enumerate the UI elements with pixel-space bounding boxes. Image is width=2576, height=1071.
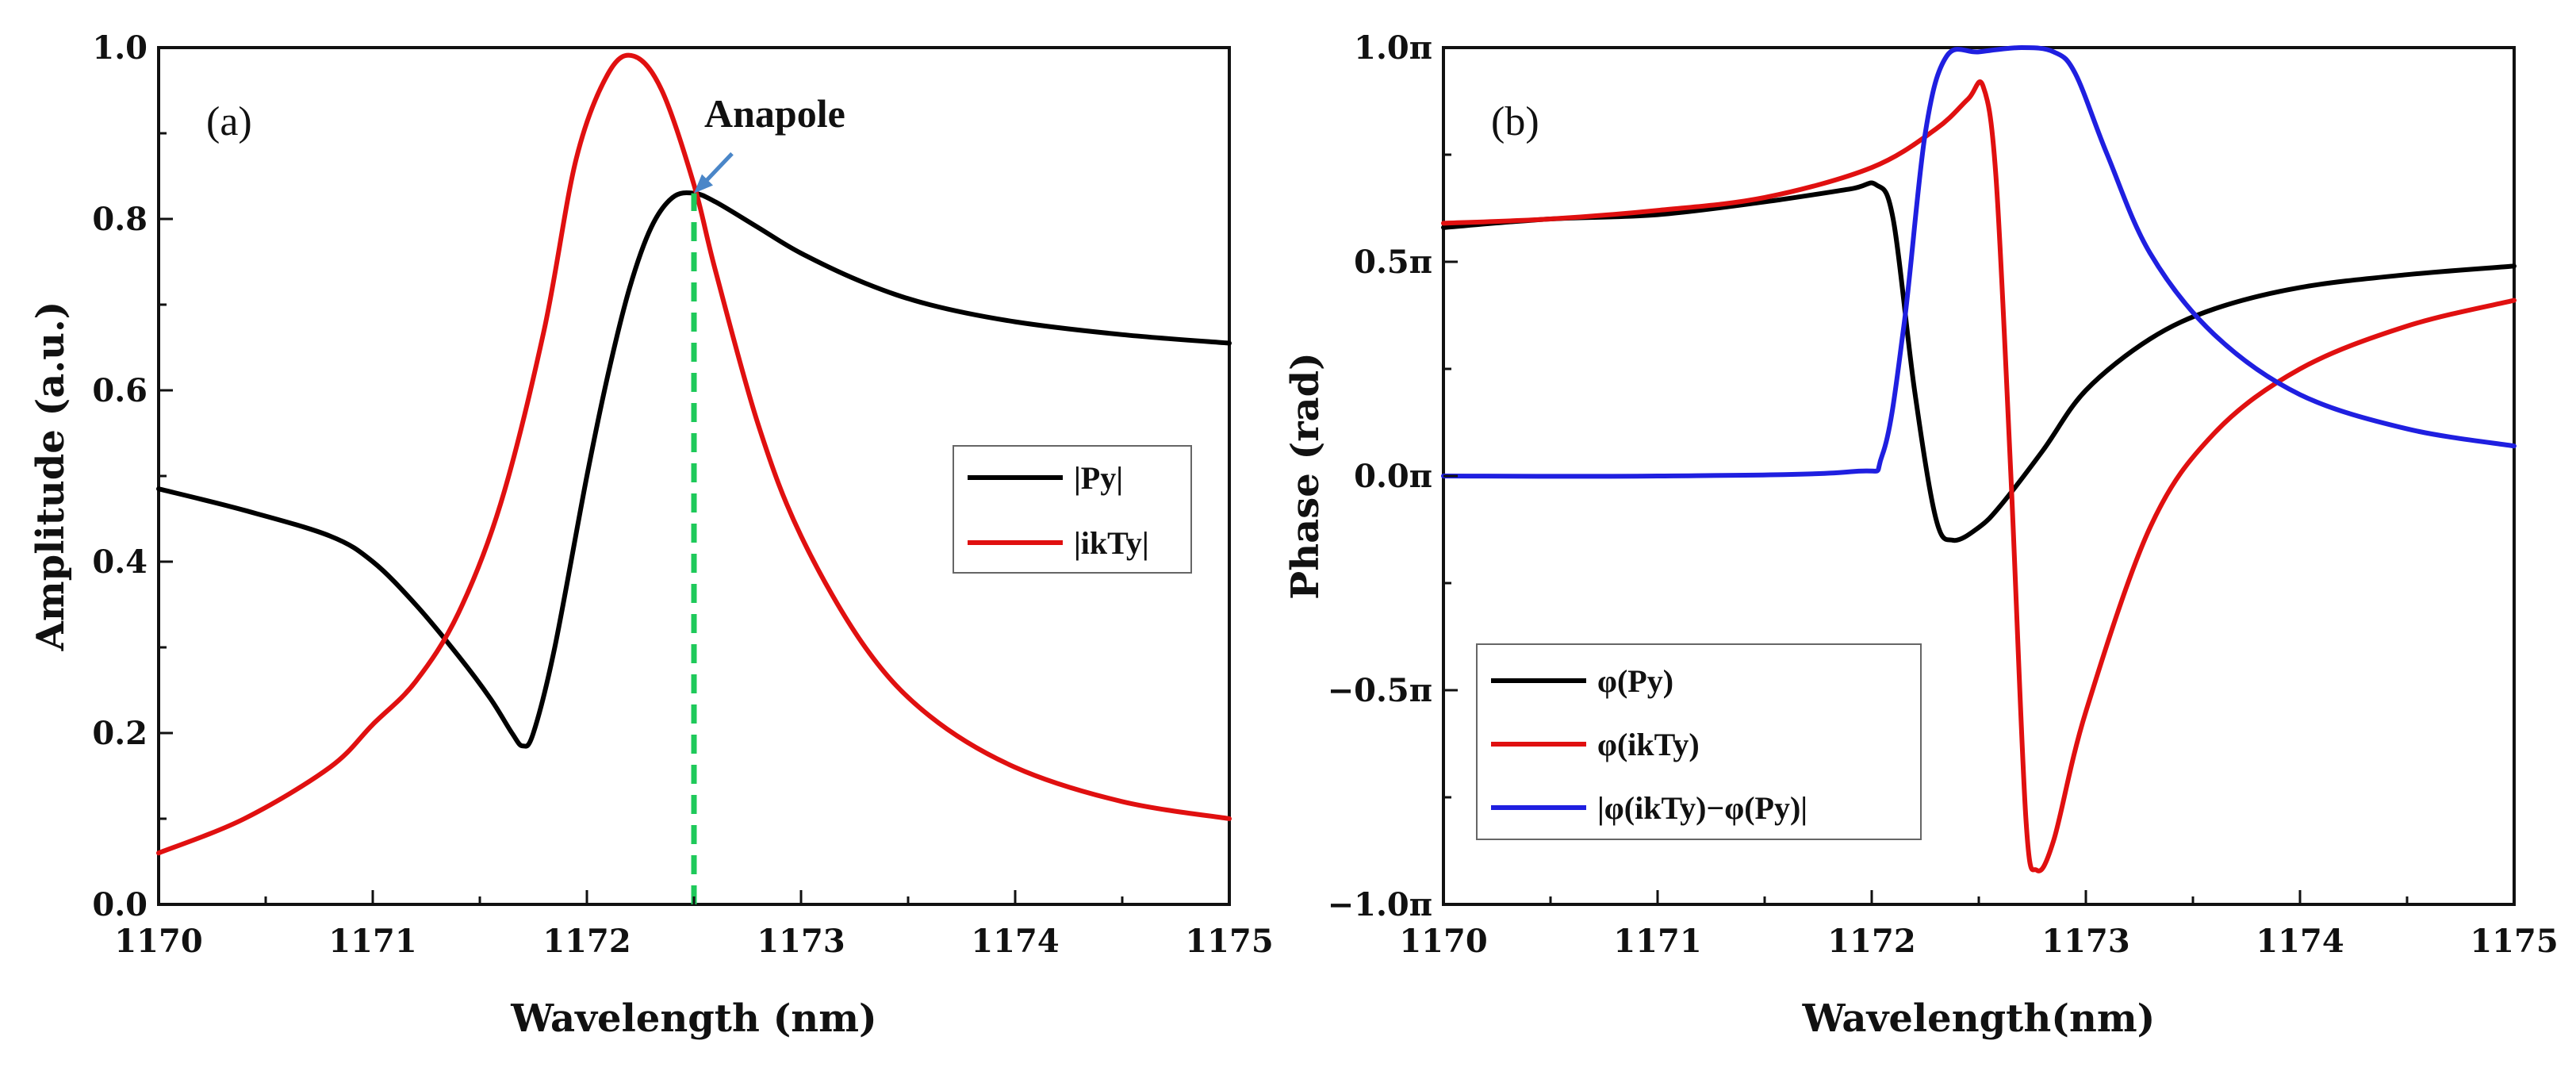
x-ticks-a: 1170 1171 1172 1173 1174 1175 xyxy=(114,890,1274,960)
panel-label-a: (a) xyxy=(206,99,252,144)
x-tick-label: 1174 xyxy=(2256,923,2344,960)
anapole-arrow-head-icon xyxy=(694,174,713,194)
legend-b: φ(Py) φ(ikTy) |φ(ikTy)−φ(Py)| xyxy=(1476,643,1922,840)
y-axis-title-b: Phase (rad) xyxy=(1283,352,1328,600)
series-line-ikty xyxy=(156,52,1232,856)
x-tick-label: 1172 xyxy=(1827,923,1915,960)
x-tick-label: 1171 xyxy=(328,923,416,960)
y-tick-label: −1.0π xyxy=(1328,886,1432,923)
x-axis-title-a: Wavelength (nm) xyxy=(510,996,876,1041)
y-tick-label: −0.5π xyxy=(1328,672,1432,709)
y-tick-label: 1.0π xyxy=(1354,29,1432,67)
series-line-py xyxy=(1441,180,2517,543)
x-tick-label: 1170 xyxy=(1399,923,1487,960)
y-axis-title-a: Amplitude (a.u.) xyxy=(29,301,73,652)
series-line-py xyxy=(156,190,1232,749)
x-tick-label: 1173 xyxy=(757,923,845,960)
series-layer-a xyxy=(156,52,1232,904)
x-ticks-b: 1170 1171 1172 1173 1174 1175 xyxy=(1399,890,2559,960)
x-tick-label: 1172 xyxy=(542,923,631,960)
y-ticks-a: 0.0 0.2 0.4 0.6 0.8 1.0 xyxy=(92,29,173,923)
x-tick-label: 1175 xyxy=(1185,923,1273,960)
legend-a: |Py| |ikTy| xyxy=(953,445,1192,574)
series-layer-b xyxy=(1441,45,2517,873)
legend-label-phi-ikty: φ(ikTy) xyxy=(1597,727,1700,762)
y-tick-label: 0.8 xyxy=(92,201,148,238)
y-tick-label: 0.2 xyxy=(92,715,148,752)
panel-label-b: (b) xyxy=(1491,99,1539,144)
x-tick-label: 1175 xyxy=(2470,923,2558,960)
x-axis-title-b: Wavelength(nm) xyxy=(1802,996,2156,1041)
panel-b: 1170 1171 1172 1173 1174 1175 −1.0π −0.5π 0.0π 0… xyxy=(1283,29,2559,1041)
panel-a: 1170 1171 1172 1173 1174 1175 0.0 0.2 0.4 0.6 0.8… xyxy=(29,29,1274,1041)
y-tick-label: 0.4 xyxy=(92,543,148,581)
anapole-annotation: Anapole xyxy=(704,91,845,136)
legend-box-a xyxy=(953,445,1192,574)
x-tick-label: 1171 xyxy=(1613,923,1701,960)
legend-label-iktyabs: |ikTy| xyxy=(1074,525,1149,561)
y-ticks-b: −1.0π −0.5π 0.0π 0.5π 1.0π xyxy=(1328,29,1458,923)
x-tick-label: 1174 xyxy=(971,923,1059,960)
series-line-ikty xyxy=(1441,79,2517,873)
y-tick-label: 0.0 xyxy=(92,886,148,923)
legend-label-phi-py: φ(Py) xyxy=(1597,663,1673,699)
y-tick-label: 0.6 xyxy=(92,372,148,409)
series-line-ikty-py xyxy=(1441,45,2517,479)
legend-label-py: |Py| xyxy=(1074,460,1123,496)
y-tick-label: 0.5π xyxy=(1354,244,1432,281)
y-tick-label: 0.0π xyxy=(1354,458,1432,495)
legend-label-phase-diff: |φ(ikTy)−φ(Py)| xyxy=(1597,790,1807,826)
x-tick-label: 1173 xyxy=(2041,923,2129,960)
x-tick-label: 1170 xyxy=(114,923,202,960)
y-tick-label: 1.0 xyxy=(92,29,148,67)
